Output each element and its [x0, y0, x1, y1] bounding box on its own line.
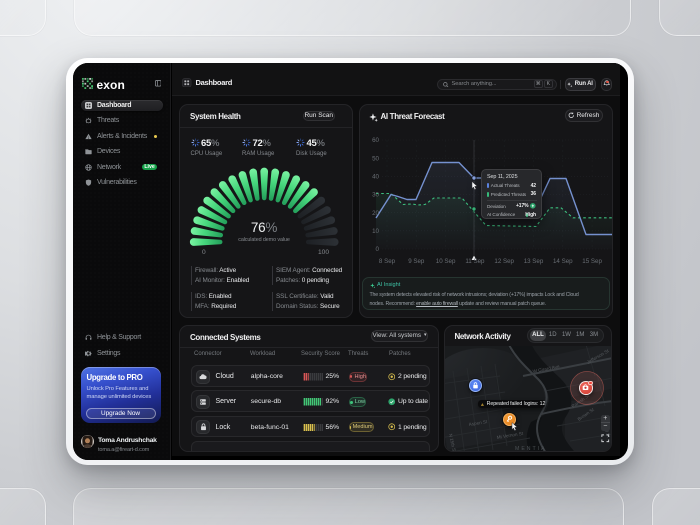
- svg-text:11 Sep: 11 Sep: [465, 258, 485, 265]
- svg-text:9 Sep: 9 Sep: [408, 258, 425, 265]
- svg-text:N 15th St: N 15th St: [448, 433, 457, 452]
- svg-text:12 Sep: 12 Sep: [494, 258, 514, 265]
- svg-text:20: 20: [372, 210, 379, 217]
- svg-text:50: 50: [372, 155, 379, 162]
- svg-text:13 Sep: 13 Sep: [523, 258, 543, 265]
- svg-text:60: 60: [372, 137, 379, 144]
- svg-text:Aspen St: Aspen St: [468, 419, 488, 427]
- svg-text:W Girard Ave: W Girard Ave: [532, 364, 560, 374]
- svg-text:30: 30: [372, 192, 379, 199]
- svg-text:8 Sep: 8 Sep: [378, 258, 395, 265]
- svg-text:MENTIA: MENTIA: [515, 446, 547, 452]
- svg-text:15 Sep: 15 Sep: [582, 258, 602, 265]
- svg-text:40: 40: [372, 174, 379, 181]
- svg-text:14 Sep: 14 Sep: [552, 258, 572, 265]
- svg-text:10: 10: [372, 228, 379, 235]
- svg-text:0: 0: [375, 246, 379, 253]
- svg-text:10 Sep: 10 Sep: [435, 258, 455, 265]
- svg-text:Mt Vernon St: Mt Vernon St: [496, 431, 524, 440]
